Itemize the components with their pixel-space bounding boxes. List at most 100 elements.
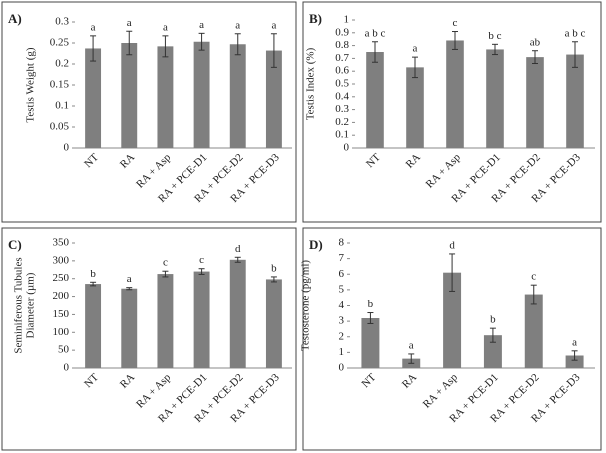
y-tick-label: 7: [339, 252, 345, 264]
annotation: ab: [530, 36, 541, 48]
y-tick-label: 0.2: [55, 58, 69, 70]
x-tick-label: NT: [364, 151, 383, 170]
panel-label: B): [309, 11, 322, 26]
y-tick-label: 50: [58, 344, 70, 356]
bar: [229, 44, 246, 149]
y-tick-label: 0.9: [335, 26, 349, 38]
x-tick-label: RA: [404, 151, 423, 170]
y-tick-label: 0.5: [335, 78, 349, 90]
y-tick-label: 0: [344, 142, 350, 154]
annotation: b: [271, 262, 277, 274]
y-tick-label: 3: [339, 315, 345, 327]
y-tick-label: 100: [53, 326, 70, 338]
panel-frame: [302, 227, 602, 451]
annotation: c: [531, 271, 536, 283]
y-tick-label: 0.15: [50, 79, 70, 91]
annotation: a: [409, 339, 414, 351]
x-tick-label: RA + Asp: [421, 371, 461, 411]
y-tick-label: 0.25: [50, 37, 70, 49]
y-tick-label: 0.3: [55, 16, 69, 28]
bar: [121, 288, 138, 368]
annotation: a: [572, 336, 577, 348]
panel-frame: [302, 1, 602, 223]
y-tick-label: 0: [64, 362, 70, 374]
bar: [366, 52, 384, 148]
y-axis-label: Seminiferous Tubules: [13, 257, 25, 353]
bar: [361, 318, 380, 368]
x-tick-label: NT: [82, 371, 101, 390]
bar: [265, 50, 282, 149]
annotation: c: [163, 257, 168, 269]
annotation: a: [91, 21, 96, 33]
annotation: a: [127, 17, 132, 29]
y-tick-label: 1: [344, 14, 350, 26]
y-tick-label: 200: [53, 290, 70, 302]
panel-frame: [1, 1, 297, 223]
bar: [85, 284, 102, 368]
y-tick-label: 0: [64, 142, 70, 154]
bar: [229, 259, 246, 368]
x-tick-label: RA: [400, 371, 419, 390]
bar: [193, 41, 210, 148]
bar: [406, 67, 424, 148]
x-tick-label: RA: [118, 371, 137, 390]
y-tick-label: 300: [53, 254, 70, 266]
y-tick-label: 2: [339, 330, 345, 342]
y-tick-label: 0.6: [335, 65, 349, 77]
bar: [565, 355, 584, 368]
y-axis-label: Testosterone (pg/ml): [300, 260, 312, 352]
bar: [566, 54, 584, 149]
y-tick-label: 8: [339, 237, 345, 249]
annotation: c: [199, 254, 204, 266]
annotation: a: [271, 19, 276, 31]
x-tick-label: RA + Asp: [424, 151, 464, 191]
bar: [486, 49, 504, 148]
y-tick-label: 0.2: [335, 116, 349, 128]
annotation: d: [449, 239, 455, 251]
annotation: d: [235, 243, 241, 255]
annotation: b c: [488, 30, 501, 42]
panel-label: D): [309, 237, 323, 252]
bar: [483, 335, 502, 368]
annotation: a: [127, 273, 132, 285]
y-tick-label: 0.1: [55, 100, 69, 112]
x-tick-label: NT: [82, 151, 101, 170]
bar: [85, 48, 102, 148]
y-tick-label: 0.4: [335, 90, 349, 102]
bar: [193, 271, 210, 368]
bar: [157, 46, 174, 148]
annotation: a b c: [365, 27, 386, 39]
panel-label: C): [8, 237, 22, 252]
bar: [526, 57, 544, 149]
annotation: a: [199, 19, 204, 31]
annotation: b: [490, 314, 496, 326]
y-tick-label: 0.7: [335, 52, 349, 64]
annotation: a: [235, 19, 240, 31]
x-tick-label: NT: [359, 371, 378, 390]
annotation: a: [163, 21, 168, 33]
bar: [121, 43, 138, 148]
panel-label: A): [8, 11, 22, 26]
y-axis-label: Diameter (µm): [25, 272, 37, 338]
y-axis-label: Testis Weight (g): [25, 47, 37, 122]
y-tick-label: 4: [339, 299, 345, 311]
y-tick-label: 250: [53, 272, 70, 284]
y-tick-label: 5: [339, 283, 345, 295]
y-axis-label: Testis Index (%): [305, 47, 317, 120]
bar: [443, 272, 462, 368]
annotation: a b c: [565, 27, 586, 39]
y-tick-label: 0.05: [50, 121, 70, 133]
annotation: a: [413, 43, 418, 55]
y-tick-label: 0: [339, 362, 345, 374]
y-tick-label: 150: [53, 308, 70, 320]
annotation: b: [368, 298, 374, 310]
bar: [265, 279, 282, 368]
y-tick-label: 350: [53, 237, 70, 249]
bar: [157, 274, 174, 368]
bar: [446, 40, 464, 149]
y-tick-label: 0.3: [335, 103, 349, 115]
y-tick-label: 1: [339, 346, 345, 358]
y-tick-label: 0.1: [335, 129, 349, 141]
annotation: b: [90, 268, 96, 280]
